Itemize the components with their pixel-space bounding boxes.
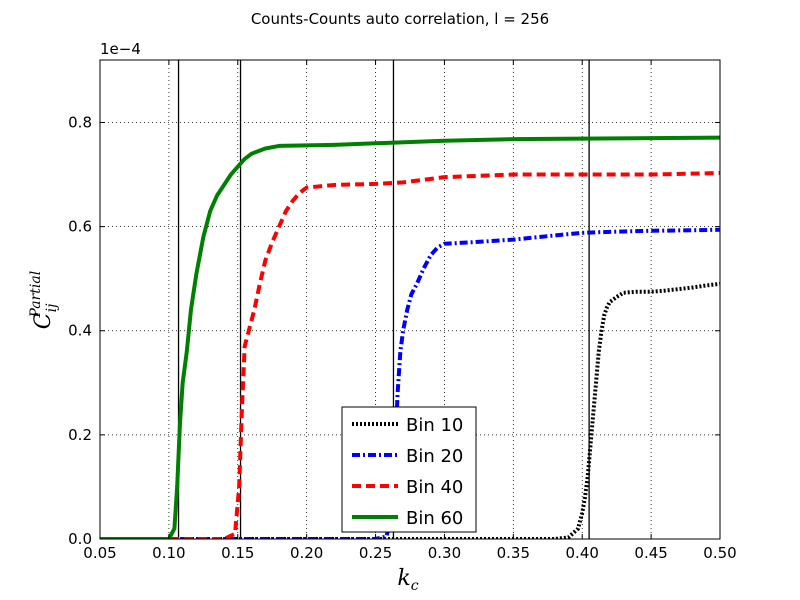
y-tick-label: 0.6 (68, 218, 92, 236)
legend-label: Bin 10 (406, 415, 463, 436)
x-tick-label: 0.45 (634, 544, 667, 562)
x-axis-label: kc (397, 566, 418, 594)
series-layer (100, 135, 720, 539)
y-tick-label: 0.8 (68, 113, 92, 131)
grid (100, 60, 720, 539)
series-line-bin-40 (100, 170, 720, 539)
y-tick-label: 0.4 (68, 322, 92, 340)
y-axis-label-main: C (31, 312, 56, 329)
chart-title: Counts-Counts auto correlation, l = 256 (251, 10, 549, 28)
y-axis-label-sup: Partial (28, 271, 44, 319)
x-tick-label: 0.15 (221, 544, 254, 562)
plot-frame (99, 59, 721, 540)
legend: Bin 10 Bin 20 Bin 40 Bin 60 (341, 406, 477, 533)
series-line-bin-60 (100, 135, 720, 539)
legend-box (341, 406, 477, 533)
y-tick-label: 0.0 (68, 530, 92, 548)
series-line-bin-10 (100, 281, 720, 539)
legend-items: Bin 10 Bin 20 Bin 40 Bin 60 (352, 415, 463, 529)
legend-label: Bin 60 (406, 508, 463, 529)
x-axis-label-main: k (397, 566, 410, 591)
x-tick-label: 0.30 (428, 544, 461, 562)
x-tick-label: 0.10 (152, 544, 185, 562)
x-tick-label: 0.20 (290, 544, 323, 562)
y-axis-label-sub: ij (44, 303, 60, 312)
legend-label: Bin 20 (406, 446, 463, 467)
x-tick-label: 0.50 (703, 544, 736, 562)
x-tick-label: 0.05 (83, 544, 116, 562)
ticks: 0.05 0.10 0.15 0.20 0.25 0.30 0.35 0.40 0.45 0.50… (68, 60, 737, 562)
y-tick-label: 0.2 (68, 426, 92, 444)
y-axis-label: CijPartial (28, 271, 60, 329)
series-line-bin-20 (100, 227, 720, 539)
legend-label: Bin 40 (406, 477, 463, 498)
x-tick-label: 0.25 (359, 544, 392, 562)
y-offset-text: 1e−4 (100, 40, 141, 58)
x-tick-label: 0.40 (566, 544, 599, 562)
x-axis-label-sub: c (411, 578, 419, 594)
x-tick-label: 0.35 (497, 544, 530, 562)
